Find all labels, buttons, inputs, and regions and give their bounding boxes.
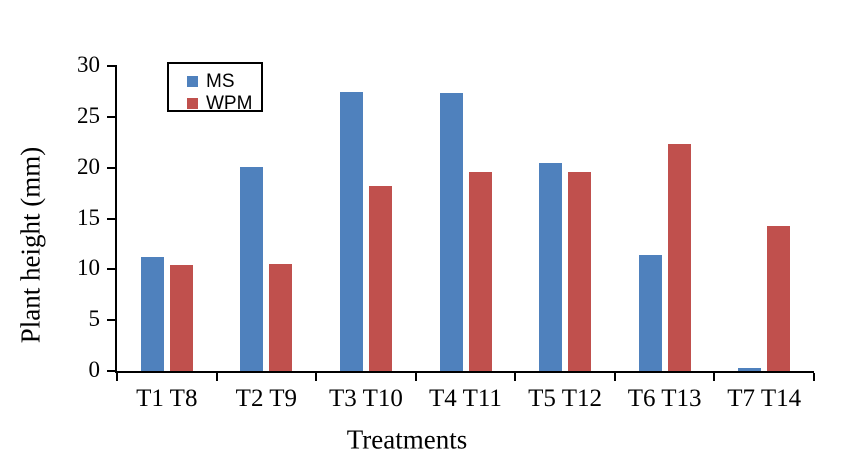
legend-label-wpm: WPM (206, 92, 253, 114)
legend-label-ms: MS (206, 70, 235, 92)
y-tick-label: 0 (88, 357, 101, 382)
y-tick-label: 20 (77, 153, 100, 179)
y-tick-mark (107, 370, 115, 372)
y-tick-label: 10 (77, 255, 100, 281)
x-axis-line (115, 371, 814, 373)
x-tick-mark (813, 373, 815, 381)
y-tick-mark (107, 268, 115, 271)
y-tick-label: 30 (77, 52, 100, 77)
wpm-bar (568, 171, 592, 371)
y-tick-label: 5 (88, 306, 101, 332)
y-tick-mark (107, 319, 115, 322)
wpm-bar (767, 225, 791, 371)
wpm-bar (468, 171, 492, 371)
ms-bar (240, 166, 264, 371)
category-label: T7 T14 (727, 385, 802, 412)
legend: MS WPM (167, 62, 263, 114)
x-tick-mark (414, 373, 417, 381)
wpm-bar (269, 264, 293, 371)
ms-bar (339, 92, 363, 371)
category-label: T6 T13 (627, 385, 702, 412)
wpm-bar (667, 144, 691, 371)
ms-bar (140, 257, 164, 371)
wpm-bar (368, 185, 392, 371)
wpm-bar (169, 265, 193, 371)
x-tick-mark (613, 373, 616, 381)
legend-swatch-ms-icon (187, 75, 198, 87)
ms-bar (738, 367, 762, 371)
x-tick-mark (713, 373, 716, 381)
ms-bar (539, 162, 563, 371)
y-tick-mark (107, 166, 115, 169)
ms-bar (638, 255, 662, 371)
category-label: T3 T10 (329, 385, 403, 412)
y-tick-label: 15 (77, 204, 100, 230)
legend-entry-ms: MS (187, 70, 261, 92)
x-tick-mark (514, 373, 517, 381)
category-label: T4 T11 (429, 385, 502, 412)
x-tick-mark (116, 373, 118, 381)
x-tick-mark (215, 373, 218, 381)
y-axis-line (115, 65, 117, 373)
ms-bar (439, 93, 463, 371)
category-label: T2 T9 (235, 385, 298, 412)
y-tick-mark (107, 217, 115, 220)
legend-swatch-wpm-icon (187, 97, 198, 109)
x-tick-mark (315, 373, 318, 381)
category-label: T1 T8 (136, 385, 198, 412)
y-tick-mark (107, 115, 115, 118)
category-label: T5 T12 (528, 385, 602, 412)
y-tick-label: 25 (77, 102, 100, 128)
x-axis-title: Treatments (346, 424, 468, 455)
legend-entry-wpm: WPM (187, 92, 261, 114)
y-tick-mark (107, 65, 115, 67)
